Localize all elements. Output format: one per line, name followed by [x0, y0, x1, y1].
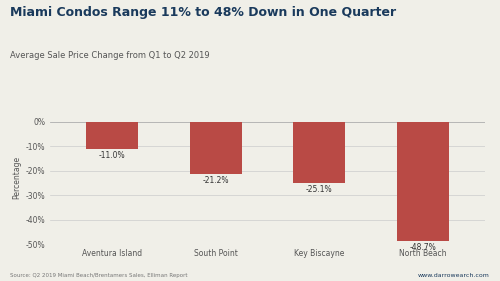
- Text: -48.7%: -48.7%: [410, 243, 436, 252]
- Y-axis label: Percentage: Percentage: [12, 155, 22, 199]
- Text: Miami Condos Range 11% to 48% Down in One Quarter: Miami Condos Range 11% to 48% Down in On…: [10, 6, 396, 19]
- Text: Average Sale Price Change from Q1 to Q2 2019: Average Sale Price Change from Q1 to Q2 …: [10, 51, 209, 60]
- Text: www.darrowearch.com: www.darrowearch.com: [418, 273, 490, 278]
- Text: -11.0%: -11.0%: [99, 151, 126, 160]
- Bar: [86, 122, 138, 149]
- Text: -25.1%: -25.1%: [306, 185, 332, 194]
- Bar: [190, 122, 242, 174]
- Bar: [294, 122, 345, 183]
- Text: -21.2%: -21.2%: [202, 176, 229, 185]
- Bar: [397, 122, 448, 241]
- Text: Source: Q2 2019 Miami Beach/Brentamers Sales, Elliman Report: Source: Q2 2019 Miami Beach/Brentamers S…: [10, 273, 188, 278]
